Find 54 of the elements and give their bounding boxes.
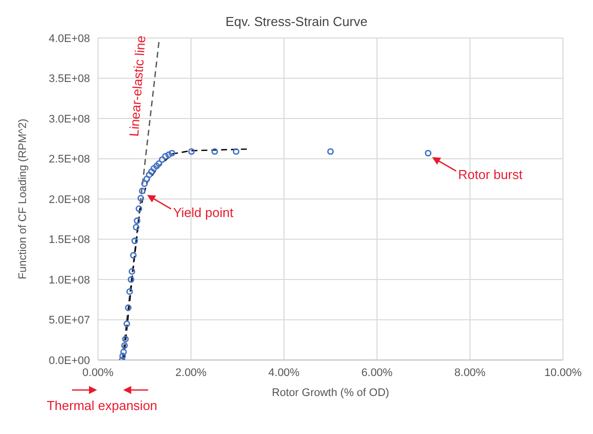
point xyxy=(121,342,128,349)
y-tick-label: 5.0E+07 xyxy=(48,314,90,327)
point xyxy=(424,150,432,156)
point xyxy=(148,168,155,175)
x-tick-label: 0.00% xyxy=(82,366,114,379)
point xyxy=(131,238,138,244)
point xyxy=(153,162,160,170)
point xyxy=(126,288,133,295)
x-axis-title: Rotor Growth (% of OD) xyxy=(272,387,390,399)
point xyxy=(156,160,162,167)
y-tick-label: 1.5E+08 xyxy=(48,234,90,246)
y-axis-title: Function of CF Loading (RPM^2) xyxy=(16,118,29,280)
point xyxy=(136,205,142,212)
point xyxy=(162,153,169,160)
point xyxy=(158,156,166,163)
y-tick-label: 1.0E+08 xyxy=(48,274,90,286)
point xyxy=(124,304,132,311)
point xyxy=(211,148,218,155)
point xyxy=(124,320,130,328)
x-tick-label: 10.00% xyxy=(544,366,582,379)
point xyxy=(168,150,176,156)
x-tick-label: 2.00% xyxy=(175,366,207,379)
annotation: Rotor burst xyxy=(458,167,523,182)
point xyxy=(120,348,127,356)
point xyxy=(144,176,150,182)
point xyxy=(137,194,144,202)
x-tick-label: 8.00% xyxy=(454,366,486,379)
x-tick-label: 4.00% xyxy=(268,366,300,379)
point xyxy=(141,180,148,188)
point xyxy=(119,352,126,360)
point xyxy=(146,172,152,178)
y-tick-label: 3.0E+08 xyxy=(48,113,90,126)
point xyxy=(128,276,134,283)
point xyxy=(327,148,334,155)
y-tick-label: 2.0E+08 xyxy=(48,194,90,206)
y-tick-label: 3.5E+08 xyxy=(48,73,90,86)
point xyxy=(150,165,158,172)
y-tick-label: 0.0E+00 xyxy=(48,354,90,367)
point xyxy=(165,151,172,158)
point xyxy=(122,336,129,342)
point xyxy=(132,224,140,230)
annotation: Yield point xyxy=(173,204,234,220)
point xyxy=(138,188,146,194)
point xyxy=(128,268,136,275)
y-tick-label: 2.5E+08 xyxy=(48,154,90,166)
point xyxy=(232,148,240,155)
x-tick-label: 6.00% xyxy=(361,366,393,379)
annotation: Thermal expansion xyxy=(46,398,158,413)
point xyxy=(188,148,195,155)
point xyxy=(130,252,137,259)
annotation: Linear-elastic line xyxy=(126,35,148,137)
point xyxy=(134,217,140,224)
chart-title: Eqv. Stress-Strain Curve xyxy=(224,14,369,29)
y-tick-label: 4.0E+08 xyxy=(48,32,90,45)
